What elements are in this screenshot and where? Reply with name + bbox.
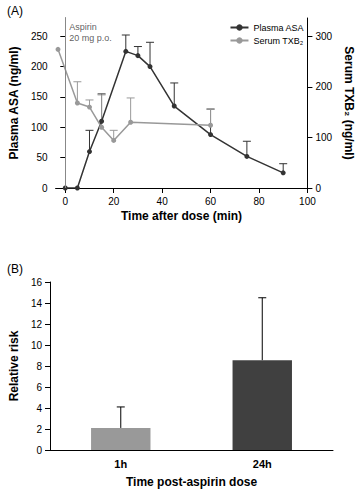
svg-text:Relative risk: Relative risk xyxy=(7,330,21,401)
svg-text:Aspirin: Aspirin xyxy=(69,22,97,32)
svg-text:(B): (B) xyxy=(7,262,23,276)
svg-text:0: 0 xyxy=(36,445,42,456)
svg-text:100: 100 xyxy=(299,196,316,207)
svg-text:80: 80 xyxy=(253,196,265,207)
svg-text:20 mg p.o.: 20 mg p.o. xyxy=(69,33,112,43)
svg-text:Serum TXB₂: Serum TXB₂ xyxy=(253,36,303,46)
svg-text:Plasma ASA (ng/ml): Plasma ASA (ng/ml) xyxy=(7,46,21,159)
svg-text:0: 0 xyxy=(42,183,48,194)
svg-text:50: 50 xyxy=(36,152,48,163)
svg-text:60: 60 xyxy=(205,196,217,207)
svg-text:6: 6 xyxy=(36,382,42,393)
svg-text:14: 14 xyxy=(31,298,43,309)
svg-text:150: 150 xyxy=(31,91,48,102)
svg-text:40: 40 xyxy=(157,196,169,207)
svg-text:24h: 24h xyxy=(253,458,272,470)
svg-text:200: 200 xyxy=(31,61,48,72)
svg-text:Plasma ASA: Plasma ASA xyxy=(253,23,303,33)
svg-text:20: 20 xyxy=(108,196,120,207)
svg-text:12: 12 xyxy=(31,319,43,330)
svg-text:(A): (A) xyxy=(7,4,23,18)
svg-text:2: 2 xyxy=(36,424,42,435)
svg-text:1h: 1h xyxy=(114,458,127,470)
svg-text:100: 100 xyxy=(315,132,332,143)
svg-text:Time post-aspirin dose: Time post-aspirin dose xyxy=(126,475,257,489)
svg-text:0: 0 xyxy=(315,183,321,194)
svg-text:8: 8 xyxy=(36,361,42,372)
svg-text:300: 300 xyxy=(315,31,332,42)
svg-text:250: 250 xyxy=(31,31,48,42)
svg-text:0: 0 xyxy=(62,196,68,207)
svg-text:Serum TXB₂ (ng/ml): Serum TXB₂ (ng/ml) xyxy=(342,46,356,159)
svg-text:10: 10 xyxy=(31,340,43,351)
svg-text:200: 200 xyxy=(315,81,332,92)
svg-text:4: 4 xyxy=(36,403,42,414)
svg-text:Time after dose (min): Time after dose (min) xyxy=(121,209,242,223)
svg-text:16: 16 xyxy=(31,277,43,288)
svg-text:100: 100 xyxy=(31,122,48,133)
